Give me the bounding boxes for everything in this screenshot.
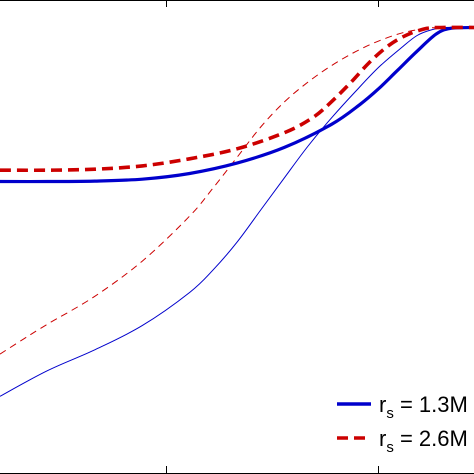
series-lines bbox=[0, 25, 474, 397]
legend-label-thick-solid: rs = 1.3M bbox=[379, 392, 468, 422]
legend: rs = 1.3M rs = 2.6M bbox=[337, 392, 468, 456]
series-line-thin-solid bbox=[0, 26, 474, 397]
legend-label-thick-dashed: rs = 2.6M bbox=[379, 426, 468, 456]
series-line-thin-dashed bbox=[0, 26, 474, 355]
series-line-thick-solid bbox=[0, 25, 474, 184]
series-line-thick-dashed bbox=[0, 25, 474, 173]
